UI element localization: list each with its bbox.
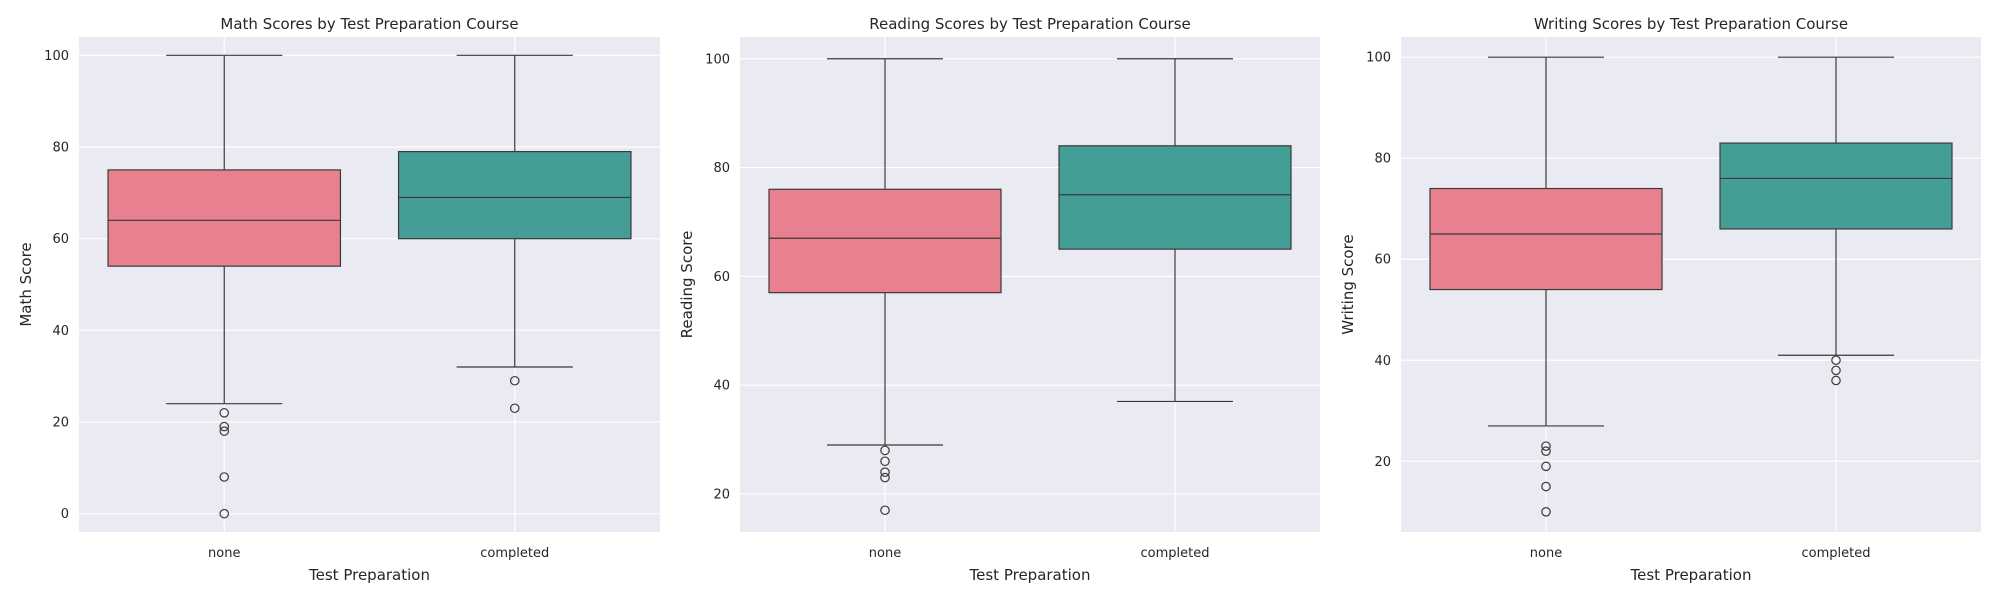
outlier-point — [880, 456, 890, 467]
outlier-point — [880, 472, 890, 483]
y-tick-label: 80 — [713, 161, 730, 176]
x-tick-label: completed — [480, 546, 549, 561]
box-none — [107, 54, 342, 519]
outlier-point — [1541, 461, 1551, 472]
outlier-point — [1541, 441, 1551, 451]
box-none — [768, 58, 1002, 516]
outlier-point — [509, 375, 520, 386]
x-tick-label: none — [869, 546, 901, 561]
y-tick-label: 100 — [705, 52, 730, 67]
box-completed — [397, 54, 632, 414]
outlier-point — [219, 421, 230, 432]
outlier-point — [219, 472, 230, 482]
chart-title: Math Scores by Test Preparation Course — [220, 15, 518, 33]
box-none — [1429, 56, 1663, 517]
y-tick-label: 40 — [713, 379, 730, 394]
iqr-box — [1429, 187, 1663, 291]
y-tick-label: 100 — [44, 49, 69, 64]
y-tick-label: 20 — [1374, 455, 1391, 470]
y-tick-label: 80 — [1374, 152, 1391, 167]
outlier-point — [880, 505, 890, 516]
y-tick-label: 40 — [1374, 354, 1391, 369]
box-completed — [1719, 56, 1953, 386]
outlier-point — [1541, 506, 1551, 517]
y-axis-label: Math Score — [17, 242, 35, 326]
x-tick-label: none — [208, 546, 240, 561]
iqr-box — [1719, 142, 1953, 230]
outlier-point — [1831, 355, 1841, 366]
plot-area — [79, 37, 660, 532]
y-tick-label: 20 — [713, 487, 730, 502]
chart-panel-1: 0 20 40 60 80 100 none completed Math Scores by … — [17, 15, 660, 584]
y-tick-label: 0 — [61, 507, 69, 522]
outlier-point — [219, 408, 230, 418]
y-axis-label: Writing Score — [1339, 234, 1357, 334]
outlier-point — [1831, 365, 1841, 376]
y-tick-label: 40 — [52, 324, 69, 339]
outlier-point — [880, 445, 890, 456]
iqr-box — [397, 150, 632, 240]
outlier-point — [219, 426, 230, 436]
outlier-point — [1541, 446, 1551, 456]
chart-panel-3: 20 40 60 80 100 none completed Writing Scores b… — [1339, 15, 1981, 584]
y-tick-label: 20 — [52, 416, 69, 431]
box-completed — [1058, 58, 1292, 403]
outlier-point — [219, 508, 230, 519]
x-tick-label: completed — [1141, 546, 1210, 561]
y-tick-label: 60 — [1374, 253, 1391, 268]
chart-title: Reading Scores by Test Preparation Cours… — [869, 15, 1191, 33]
iqr-box — [768, 188, 1002, 294]
outlier-point — [880, 467, 890, 477]
chart-panel-2: 20 40 60 80 100 none completed Reading Scores b… — [678, 15, 1320, 584]
outlier-point — [1831, 375, 1841, 386]
x-axis-label: Test Preparation — [308, 566, 430, 584]
chart-title: Writing Scores by Test Preparation Cours… — [1534, 15, 1848, 33]
x-tick-label: completed — [1802, 546, 1871, 561]
y-tick-label: 100 — [1366, 51, 1391, 66]
y-axis-label: Reading Score — [678, 231, 696, 339]
iqr-box — [1058, 145, 1292, 250]
x-tick-label: none — [1530, 546, 1562, 561]
outlier-point — [509, 403, 520, 414]
outlier-point — [1541, 481, 1551, 492]
x-axis-label: Test Preparation — [969, 566, 1091, 584]
iqr-box — [107, 169, 342, 267]
y-tick-label: 60 — [52, 232, 69, 247]
y-tick-label: 60 — [713, 270, 730, 285]
x-axis-label: Test Preparation — [1630, 566, 1752, 584]
y-tick-label: 80 — [52, 141, 69, 156]
